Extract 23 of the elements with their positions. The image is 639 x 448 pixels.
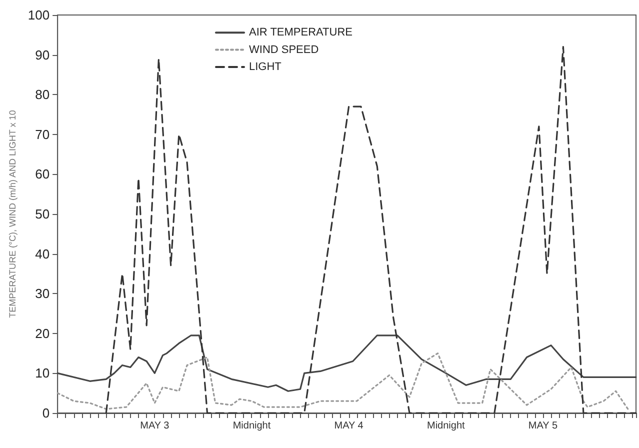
line-series <box>105 46 637 414</box>
y-tick-label: 50 <box>35 206 50 222</box>
line-series <box>56 352 629 410</box>
legend-label: WIND SPEED <box>249 44 319 56</box>
legend-label: AIR TEMPERATURE <box>249 26 352 39</box>
y-tick-label: 10 <box>35 366 50 381</box>
y-tick-label: 90 <box>35 47 50 62</box>
x-tick-label: Midnight <box>426 420 466 432</box>
y-tick-label: 100 <box>28 8 50 22</box>
line-series <box>56 334 637 392</box>
x-tick-label: MAY 5 <box>528 420 558 432</box>
y-tick-label: 30 <box>35 286 50 302</box>
legend-label: LIGHT <box>249 61 282 73</box>
y-tick-label: 70 <box>35 126 50 142</box>
y-tick-label: 60 <box>35 166 50 182</box>
y-tick-label: 0 <box>42 406 50 420</box>
y-axis-title: TEMPERATURE (°C), WIND (m/h) AND LIGHT x 10 <box>8 110 18 318</box>
y-tick-label: 80 <box>35 87 50 102</box>
x-tick-label: Midnight <box>232 420 271 432</box>
y-tick-label: 40 <box>35 246 50 262</box>
x-tick-label: MAY 4 <box>334 420 364 432</box>
y-tick-label: 20 <box>35 326 50 341</box>
x-tick-label: MAY 3 <box>140 420 170 432</box>
